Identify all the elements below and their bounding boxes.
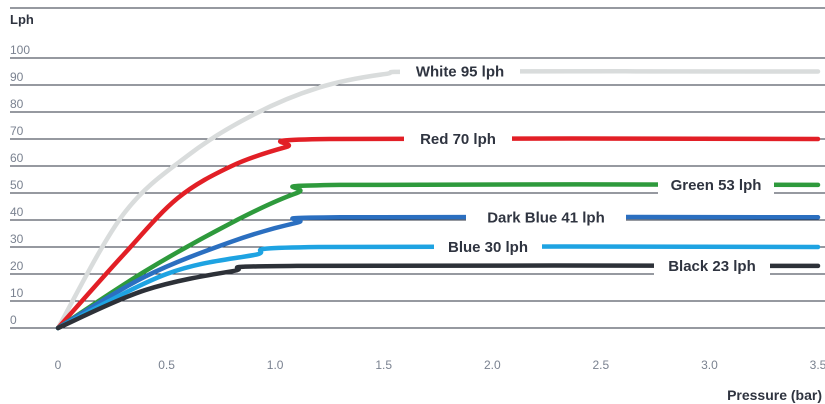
series-line-white-95-lph	[55, 69, 821, 331]
series-label-black-23-lph: Black 23 lph	[668, 258, 756, 275]
y-tick-100: 100	[10, 43, 30, 57]
series-label-red-70-lph: Red 70 lph	[420, 131, 496, 148]
y-tick-80: 80	[10, 97, 24, 111]
y-tick-labels: 0 10 20 30 40 50 60 70 80 90 100	[10, 43, 30, 327]
y-tick-70: 70	[10, 124, 24, 138]
y-axis-title: Lph	[10, 12, 34, 27]
y-tick-40: 40	[10, 205, 24, 219]
series-labels: White 95 lph Red 70 lph Green 53 lph Dark B…	[400, 62, 774, 275]
x-tick-2.0: 2.0	[484, 358, 501, 372]
x-tick-3.5: 3.5	[810, 358, 825, 372]
x-tick-3.0: 3.0	[701, 358, 718, 372]
series-lines	[55, 69, 821, 331]
x-tick-2.5: 2.5	[593, 358, 610, 372]
x-tick-labels: 0 0.5 1.0 1.5 2.0 2.5 3.0 3.5	[55, 358, 825, 372]
series-label-bg-blue-30-lph	[434, 238, 542, 256]
series-label-blue-30-lph: Blue 30 lph	[448, 239, 528, 256]
series-label-bg-dark-blue-41-lph	[466, 208, 626, 227]
series-label-bg-green-53-lph	[658, 175, 774, 194]
y-tick-90: 90	[10, 70, 24, 84]
x-tick-0.5: 0.5	[158, 358, 175, 372]
series-label-white-95-lph: White 95 lph	[416, 64, 504, 81]
series-label-bg-red-70-lph	[404, 130, 512, 148]
series-label-bg-white-95-lph	[400, 62, 520, 81]
series-label-bg-black-23-lph	[654, 256, 770, 275]
x-tick-0: 0	[55, 358, 62, 372]
y-tick-60: 60	[10, 151, 24, 165]
y-tick-50: 50	[10, 178, 24, 192]
y-tick-0: 0	[10, 313, 17, 327]
series-line-blue-30-lph	[55, 244, 821, 331]
series-label-dark-blue-41-lph: Dark Blue 41 lph	[487, 209, 605, 226]
x-tick-1.5: 1.5	[375, 358, 392, 372]
y-tick-30: 30	[10, 232, 24, 246]
series-label-green-53-lph: Green 53 lph	[671, 177, 762, 194]
x-tick-1.0: 1.0	[267, 358, 284, 372]
series-line-green-53-lph	[55, 182, 821, 331]
y-tick-10: 10	[10, 286, 24, 300]
x-axis-title: Pressure (bar)	[727, 387, 822, 403]
y-tick-20: 20	[10, 259, 24, 273]
series-line-red-70-lph	[55, 136, 821, 331]
series-line-black-23-lph	[55, 263, 821, 331]
